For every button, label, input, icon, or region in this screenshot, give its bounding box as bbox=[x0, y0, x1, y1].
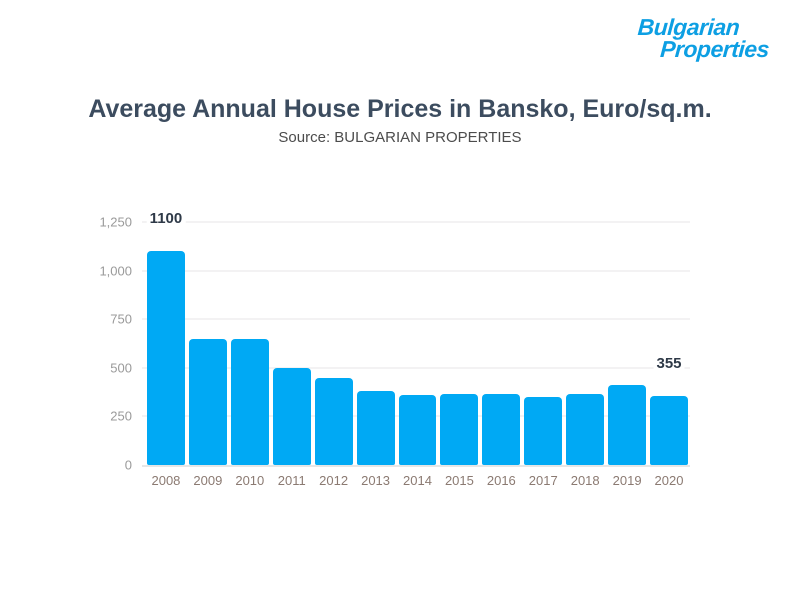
y-axis-tick-label: 1,000 bbox=[99, 263, 132, 279]
bar-column: 2015 bbox=[440, 222, 479, 488]
x-axis-label: 2011 bbox=[277, 473, 306, 488]
bar-column: 2011 bbox=[272, 222, 311, 488]
bar-column: 2016 bbox=[482, 222, 521, 488]
bar-column: 2009 bbox=[188, 222, 227, 488]
bar[interactable] bbox=[440, 394, 479, 465]
chart-subtitle: Source: BULGARIAN PROPERTIES bbox=[278, 129, 522, 146]
bar-column: 2017 bbox=[524, 222, 563, 488]
gridline bbox=[142, 269, 690, 272]
bar-column: 2008 1100 bbox=[146, 210, 186, 488]
bar-column: 2012 bbox=[314, 222, 353, 488]
bar-column: 2013 bbox=[356, 222, 395, 488]
x-axis-label: 2014 bbox=[403, 473, 432, 488]
x-axis-label: 2009 bbox=[193, 473, 223, 488]
x-axis-label: 2016 bbox=[486, 473, 516, 488]
bar-column: 2019 bbox=[608, 222, 647, 488]
x-axis-label: 2010 bbox=[235, 473, 265, 488]
bars-area: 2008 1100 2009 2010 2011 2012 2013 2014 2015 2016… bbox=[146, 210, 688, 488]
x-axis-label: 2012 bbox=[319, 473, 349, 488]
bar[interactable] bbox=[230, 338, 269, 465]
bar[interactable] bbox=[482, 394, 521, 465]
bar[interactable] bbox=[272, 367, 311, 465]
x-axis-label: 2013 bbox=[361, 473, 391, 488]
gridline bbox=[142, 221, 690, 223]
bar-value-label: 355 bbox=[653, 355, 685, 372]
y-axis-tick-label: 250 bbox=[110, 408, 132, 424]
bulgarian-properties-logo: Bulgarian Properties bbox=[636, 14, 772, 62]
x-axis-label: 2017 bbox=[528, 473, 558, 488]
y-axis-tick-label: 0 bbox=[124, 457, 132, 473]
bar-column: 2014 bbox=[398, 222, 437, 488]
bar-column: 2010 bbox=[230, 222, 269, 488]
bar[interactable] bbox=[524, 396, 563, 465]
bar-column: 2018 bbox=[566, 222, 605, 488]
chart-title: Average Annual House Prices in Bansko, E… bbox=[88, 95, 712, 123]
bar[interactable] bbox=[356, 391, 395, 465]
x-axis-label: 2015 bbox=[444, 473, 474, 488]
x-axis-label: 2020 bbox=[654, 473, 684, 488]
x-axis-label: 2008 bbox=[151, 473, 181, 488]
bar-value-label: 1100 bbox=[146, 210, 186, 228]
plot-area: 0 250 500 750 1,000 1,250 2008 1100 2009 2010 2011… bbox=[99, 210, 690, 488]
bar[interactable] bbox=[650, 396, 688, 465]
gridline bbox=[142, 318, 690, 321]
y-axis-tick-label: 750 bbox=[110, 311, 132, 327]
bar[interactable] bbox=[398, 395, 437, 465]
y-axis-tick-label: 1,250 bbox=[99, 214, 132, 230]
bar[interactable] bbox=[608, 385, 647, 465]
x-axis-label: 2019 bbox=[612, 473, 642, 488]
logo-text-line2: Properties bbox=[659, 36, 771, 62]
bar[interactable] bbox=[188, 338, 227, 465]
gridline bbox=[142, 366, 690, 369]
bar[interactable] bbox=[566, 394, 605, 465]
bar-column: 2020 355 bbox=[650, 222, 688, 488]
bar[interactable] bbox=[314, 377, 353, 465]
y-axis-tick-label: 500 bbox=[110, 360, 132, 376]
bar[interactable] bbox=[147, 251, 185, 465]
x-axis-label: 2018 bbox=[570, 473, 600, 488]
